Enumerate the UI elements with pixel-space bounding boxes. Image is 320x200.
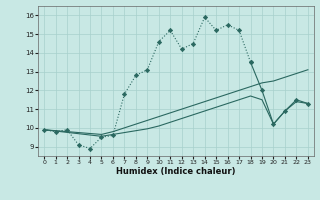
X-axis label: Humidex (Indice chaleur): Humidex (Indice chaleur) [116,167,236,176]
